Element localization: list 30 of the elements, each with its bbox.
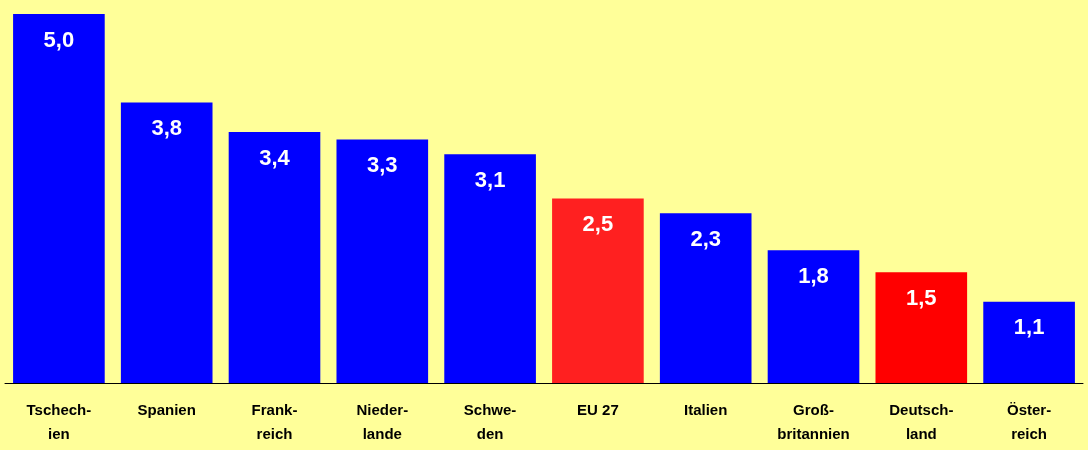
data-label: 3,3 xyxy=(367,151,398,177)
data-label: 3,1 xyxy=(474,166,506,192)
data-label: 1,5 xyxy=(906,284,937,310)
bar xyxy=(983,301,1075,383)
x-tick-label: Groß- britannien xyxy=(777,400,850,442)
data-label: 3,8 xyxy=(151,115,182,141)
x-tick-label: Deutsch- land xyxy=(889,400,954,442)
data-label: 5,0 xyxy=(43,26,75,52)
x-tick-label: Schwe- den xyxy=(463,400,517,442)
bar xyxy=(120,102,213,383)
x-tick-label: Nieder- lande xyxy=(356,400,409,442)
data-label: 2,3 xyxy=(690,225,721,251)
x-tick-label: Frank- reich xyxy=(251,400,298,442)
x-tick-label: EU 27 xyxy=(577,400,619,418)
data-label: 3,4 xyxy=(259,144,291,170)
bar xyxy=(767,250,860,383)
x-tick-label: Spanien xyxy=(137,400,196,418)
x-tick-label: Tschech- ien xyxy=(26,400,92,442)
data-label: 1,1 xyxy=(1013,314,1045,340)
bar xyxy=(336,139,429,383)
x-tick-label: Italien xyxy=(684,400,728,418)
bar xyxy=(228,132,321,383)
bar xyxy=(659,213,752,383)
data-label: 2,5 xyxy=(582,211,614,236)
bar xyxy=(875,272,968,383)
bar xyxy=(13,14,105,383)
bar xyxy=(552,198,644,383)
bar xyxy=(444,154,536,383)
data-label: 1,8 xyxy=(798,262,829,288)
x-tick-label: Öster- reich xyxy=(1007,400,1052,442)
